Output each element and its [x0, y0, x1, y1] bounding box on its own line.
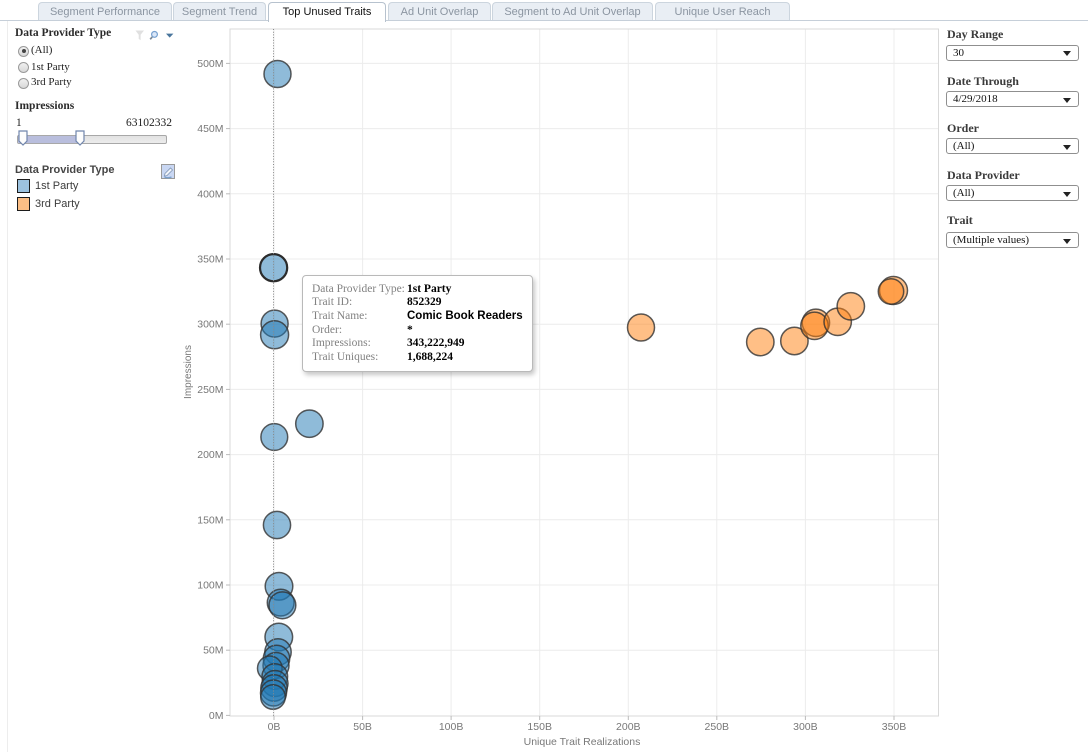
- svg-text:350B: 350B: [882, 721, 907, 733]
- svg-text:0B: 0B: [268, 721, 281, 733]
- svg-text:200M: 200M: [197, 449, 223, 461]
- svg-text:150B: 150B: [527, 721, 552, 733]
- svg-text:500M: 500M: [197, 58, 223, 70]
- svg-text:100B: 100B: [439, 721, 464, 733]
- svg-text:Impressions: Impressions: [183, 345, 194, 399]
- svg-text:50M: 50M: [203, 645, 223, 657]
- svg-text:250B: 250B: [705, 721, 730, 733]
- svg-text:400M: 400M: [197, 188, 223, 200]
- svg-text:200B: 200B: [616, 721, 641, 733]
- svg-text:150M: 150M: [197, 514, 223, 526]
- svg-text:300M: 300M: [197, 319, 223, 331]
- svg-text:300B: 300B: [793, 721, 818, 733]
- svg-text:350M: 350M: [197, 254, 223, 266]
- svg-text:50B: 50B: [353, 721, 372, 733]
- svg-text:250M: 250M: [197, 384, 223, 396]
- svg-text:Unique Trait Realizations: Unique Trait Realizations: [524, 736, 641, 748]
- svg-text:0M: 0M: [209, 710, 224, 722]
- svg-text:100M: 100M: [197, 580, 223, 592]
- svg-text:450M: 450M: [197, 123, 223, 135]
